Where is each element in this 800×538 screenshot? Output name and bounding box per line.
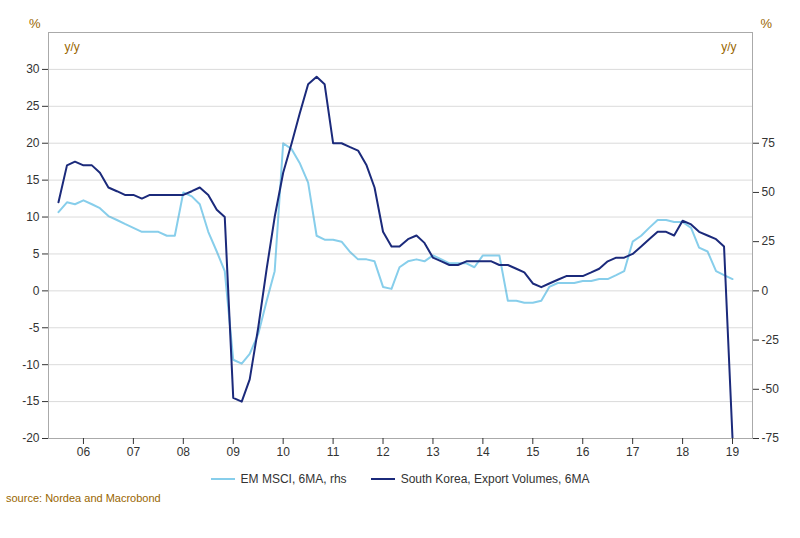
svg-text:5: 5 (33, 247, 40, 261)
svg-text:16: 16 (576, 445, 590, 459)
svg-text:%: % (29, 16, 41, 31)
html-text:source: Nordea and Macrobond: source: Nordea and Macrobond (6, 492, 161, 504)
svg-text:19: 19 (726, 445, 740, 459)
svg-text:75: 75 (762, 136, 776, 150)
svg-text:-50: -50 (762, 382, 780, 396)
svg-text:-15: -15 (22, 394, 40, 408)
svg-text:50: 50 (762, 185, 776, 199)
html-text:South Korea, Export Volumes, 6: South Korea, Export Volumes, 6MA (400, 472, 590, 486)
svg-text:%: % (761, 16, 773, 31)
svg-text:15: 15 (26, 173, 40, 187)
svg-text:10: 10 (26, 210, 40, 224)
svg-text:09: 09 (227, 445, 241, 459)
svg-text:06: 06 (77, 445, 91, 459)
svg-text:18: 18 (676, 445, 690, 459)
svg-text:0: 0 (33, 284, 40, 298)
svg-text:10: 10 (276, 445, 290, 459)
svg-text:-25: -25 (762, 333, 780, 347)
html-text:EM MSCI, 6MA, rhs: EM MSCI, 6MA, rhs (240, 472, 347, 486)
svg-text:15: 15 (526, 445, 540, 459)
svg-text:y/y: y/y (721, 40, 736, 54)
svg-text:30: 30 (26, 62, 40, 76)
svg-text:25: 25 (762, 234, 776, 248)
svg-text:-75: -75 (762, 431, 780, 445)
svg-text:17: 17 (626, 445, 640, 459)
svg-text:-20: -20 (22, 431, 40, 445)
svg-text:14: 14 (476, 445, 490, 459)
svg-text:12: 12 (376, 445, 390, 459)
svg-text:11: 11 (327, 445, 340, 459)
svg-text:25: 25 (26, 99, 40, 113)
svg-text:0: 0 (762, 284, 769, 298)
svg-text:20: 20 (26, 136, 40, 150)
svg-text:-5: -5 (29, 321, 40, 335)
svg-text:07: 07 (127, 445, 141, 459)
svg-text:08: 08 (177, 445, 191, 459)
svg-text:y/y: y/y (65, 40, 80, 54)
svg-text:13: 13 (426, 445, 440, 459)
svg-text:-10: -10 (22, 358, 40, 372)
